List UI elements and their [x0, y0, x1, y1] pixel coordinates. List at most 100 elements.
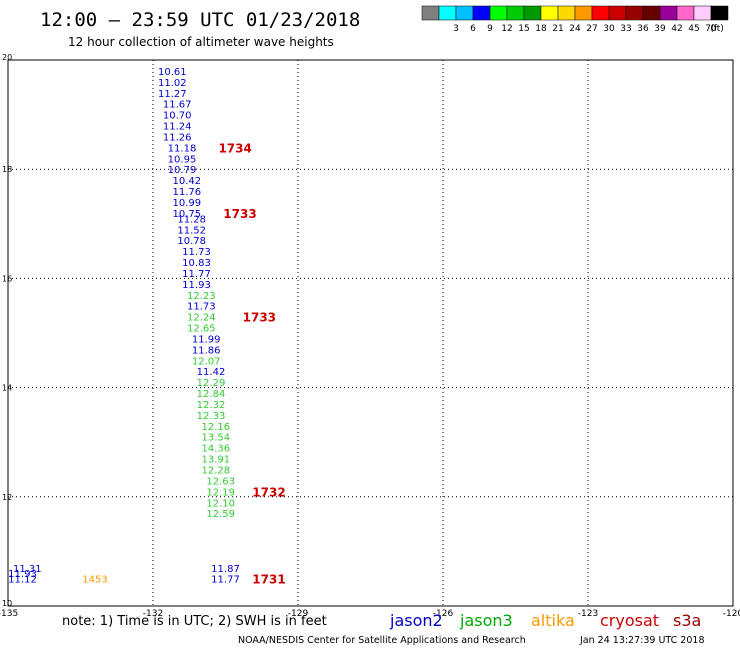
- scale-swatch: [506, 5, 525, 21]
- scale-swatch: [421, 5, 440, 21]
- scale-tick-label: 27: [586, 24, 597, 34]
- chart-subtitle: 12 hour collection of altimeter wave hei…: [68, 35, 334, 49]
- jason3-point-label: 12.23: [187, 291, 216, 302]
- jason2-point-label: 11.93: [182, 280, 211, 291]
- satellite-legend-jason3: jason3: [459, 611, 513, 630]
- jason2-point-label: 11.67: [163, 100, 192, 111]
- footer-timestamp: Jan 24 13:27:39 UTC 2018: [579, 635, 705, 646]
- footer-credit: NOAA/NESDIS Center for Satellite Applica…: [238, 635, 526, 646]
- jason3-point-label: 12.28: [202, 466, 231, 477]
- jason2-point-label: 11.52: [177, 225, 206, 236]
- y-tick-label: 16: [2, 274, 12, 283]
- jason3-point-label: 14.36: [202, 444, 231, 455]
- footer-note: note: 1) Time is in UTC; 2) SWH is in fe…: [62, 614, 327, 629]
- jason3-point-label: 12.65: [187, 324, 216, 335]
- jason3-point-label: 12.33: [197, 411, 226, 422]
- jason3-point-label: 12.84: [197, 389, 226, 400]
- x-tick-label: -126: [433, 609, 454, 619]
- lat-lon-grid: [8, 60, 733, 606]
- jason2-point-label: 11.73: [182, 247, 211, 258]
- jason2-point-label: 11.42: [197, 367, 226, 378]
- jason3-point-label: 12.32: [197, 400, 226, 411]
- jason2-point-label: 11.12: [8, 575, 37, 586]
- y-tick-label: 10: [2, 599, 12, 608]
- x-tick-label: -132: [143, 609, 163, 619]
- scale-tick-label: 24: [569, 24, 581, 34]
- scale-tick-label: 9: [487, 24, 493, 34]
- scale-swatch: [693, 5, 712, 21]
- jason3-point-label: 12.07: [192, 356, 221, 367]
- x-tick-label: -123: [578, 609, 598, 619]
- scale-swatch: [540, 5, 559, 21]
- jason3-point-label: 12.24: [187, 313, 216, 324]
- time-annotation: 1732: [252, 485, 285, 499]
- scale-swatch: [608, 5, 627, 21]
- jason2-point-label: 10.95: [168, 154, 197, 165]
- scale-swatch: [659, 5, 678, 21]
- jason2-point-label: 10.61: [158, 67, 187, 78]
- scale-tick-label: 18: [535, 24, 547, 34]
- scale-swatch: [489, 5, 508, 21]
- y-tick-label: 20: [2, 53, 12, 62]
- jason2-point-label: 10.70: [163, 111, 192, 122]
- axis-tick-labels: -135 -132 -129 -126 -123 -120 10 12 14 16 18 20: [0, 53, 740, 619]
- jason2-point-label: 11.28: [177, 214, 206, 225]
- color-scale-legend: 3 6 9 12 15 18 21 24 27 30 33 36 39 42 45 70(ft): [421, 5, 729, 34]
- jason2-point-label: 11.26: [163, 132, 192, 143]
- scale-tick-label: 45: [688, 24, 699, 34]
- scale-tick-label: 36: [637, 24, 649, 34]
- data-labels: 10.6111.0211.2711.6710.7011.2411.2611.18…: [8, 67, 286, 587]
- scale-swatch: [574, 5, 593, 21]
- jason2-point-label: 10.83: [182, 258, 211, 269]
- jason3-point-label: 12.63: [206, 476, 235, 487]
- scale-tick-label: 42: [671, 24, 682, 34]
- scale-tick-label: 70: [705, 24, 717, 34]
- scale-tick-label: 30: [603, 24, 615, 34]
- scale-swatch: [557, 5, 576, 21]
- scale-tick-label: 33: [620, 24, 631, 34]
- jason2-point-label: 11.76: [173, 187, 202, 198]
- jason2-point-label: 11.24: [163, 122, 192, 133]
- altika-point-label: 1453: [82, 575, 107, 586]
- scale-swatch: [642, 5, 661, 21]
- y-tick-label: 18: [2, 165, 12, 174]
- jason3-point-label: 12.10: [206, 498, 235, 509]
- jason2-point-label: 11.77: [211, 575, 240, 586]
- jason3-point-label: 13.54: [202, 433, 231, 444]
- jason3-point-label: 12.59: [206, 509, 235, 520]
- x-tick-label: -129: [288, 609, 309, 619]
- scale-swatch: [438, 5, 457, 21]
- scale-swatch: [591, 5, 610, 21]
- jason2-point-label: 11.77: [182, 269, 211, 280]
- chart-title: 12:00 – 23:59 UTC 01/23/2018: [40, 9, 360, 31]
- plot-frame: [7, 59, 734, 607]
- jason2-point-label: 11.27: [158, 89, 187, 100]
- jason3-point-label: 12.19: [206, 487, 235, 498]
- scale-tick-label: 12: [501, 24, 512, 34]
- time-annotation: 1733: [223, 207, 256, 221]
- scale-tick-label: 3: [453, 24, 459, 34]
- jason2-point-label: 11.86: [192, 345, 221, 356]
- jason2-point-label: 11.73: [187, 302, 216, 313]
- jason3-point-label: 13.91: [202, 455, 231, 466]
- jason3-point-label: 12.16: [202, 422, 231, 433]
- jason2-point-label: 11.99: [192, 334, 221, 345]
- scale-unit-label: (ft): [710, 24, 724, 34]
- scale-swatch: [625, 5, 644, 21]
- jason2-point-label: 11.18: [168, 143, 197, 154]
- satellite-legend: jason2 jason3 altika cryosat s3a: [389, 611, 701, 630]
- scale-tick-label: 21: [552, 24, 563, 34]
- jason2-point-label: 10.79: [168, 165, 197, 176]
- scale-swatch: [455, 5, 474, 21]
- jason2-point-label: 11.02: [158, 78, 187, 89]
- scale-tick-label: 15: [518, 24, 529, 34]
- jason2-point-label: 10.42: [173, 176, 202, 187]
- scale-tick-label: 6: [470, 24, 476, 34]
- jason2-point-label: 11.87: [211, 564, 240, 575]
- x-tick-label: -135: [0, 609, 18, 619]
- scale-swatch: [472, 5, 491, 21]
- jason3-point-label: 12.29: [197, 378, 226, 389]
- satellite-legend-s3a: s3a: [673, 611, 701, 630]
